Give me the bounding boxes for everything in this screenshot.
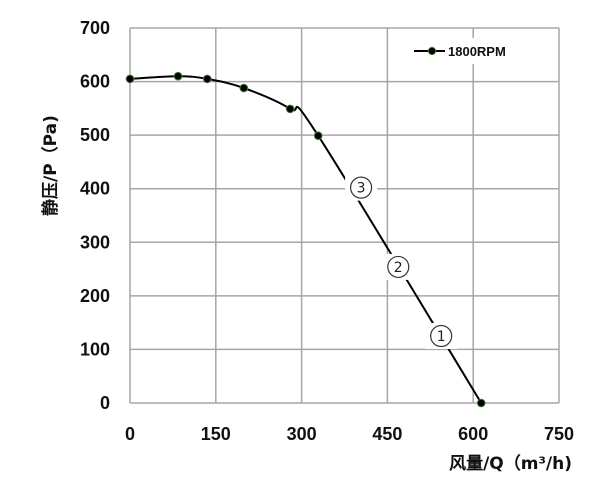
annotation-markers: 3 2 1 <box>345 174 458 350</box>
y-tick-label: 0 <box>100 393 110 413</box>
series-line-1800rpm <box>129 75 483 404</box>
y-tick-label: 500 <box>80 125 110 145</box>
data-point <box>285 104 295 114</box>
x-tick-label: 750 <box>544 424 574 444</box>
y-axis-ticks: 0 100 200 300 400 500 600 700 <box>80 18 110 413</box>
y-tick-label: 100 <box>80 339 110 359</box>
data-point <box>313 131 323 140</box>
data-point <box>476 398 486 408</box>
y-tick-label: 700 <box>80 18 110 38</box>
data-point <box>125 74 135 84</box>
data-point <box>173 71 183 81</box>
data-point <box>239 83 249 93</box>
circled-marker-label: 3 <box>357 181 366 197</box>
circled-marker-label: 1 <box>437 329 446 345</box>
data-point <box>202 74 212 84</box>
x-axis-ticks: 0 150 300 450 600 750 <box>125 424 574 444</box>
x-axis-title: 风量/Q（m³/h) <box>449 453 572 474</box>
legend: 1800RPM <box>405 38 540 64</box>
y-tick-label: 300 <box>80 232 110 252</box>
circled-marker-icon <box>349 176 373 199</box>
x-tick-label: 300 <box>287 424 317 444</box>
circled-marker-icon <box>430 324 453 348</box>
legend-label: 1800RPM <box>448 44 506 59</box>
y-tick-label: 600 <box>80 72 110 92</box>
y-tick-label: 200 <box>80 286 110 306</box>
grid-lines <box>129 27 560 404</box>
data-points <box>125 71 486 408</box>
circled-marker-label: 2 <box>394 260 403 276</box>
y-tick-label: 400 <box>80 179 110 199</box>
circled-marker-icon <box>387 255 410 279</box>
x-tick-label: 450 <box>372 424 402 444</box>
y-axis-title: 静压/P（Pa) <box>40 115 61 216</box>
x-tick-label: 600 <box>458 424 488 444</box>
x-tick-label: 150 <box>201 424 231 444</box>
x-tick-label: 0 <box>125 424 135 444</box>
legend-marker-icon <box>427 46 437 56</box>
